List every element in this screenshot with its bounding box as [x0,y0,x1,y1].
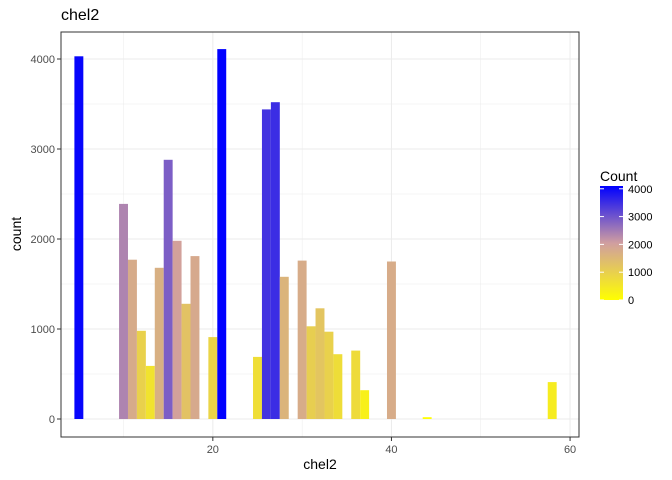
x-axis: 20 40 60 [207,437,576,456]
histogram-bar [145,365,155,419]
x-axis-tick-label: 20 [207,444,219,456]
plot-border [60,31,580,438]
y-axis-tick-label: 1000 [31,324,55,336]
y-axis-tick-label: 0 [49,414,55,426]
histogram-bar [119,203,128,419]
plot-panel [60,31,580,438]
chart-title: chel2 [61,7,99,24]
y-axis-label: count [8,217,24,251]
histogram-bar [208,337,218,419]
histogram-bar [297,260,307,419]
y-axis-tick-label: 2000 [31,234,55,246]
legend-tick-label: 2000 [628,239,652,251]
histogram-bar [324,331,334,419]
histogram-bar [217,49,227,419]
legend-tick-label: 3000 [628,212,652,224]
histogram-bar [172,240,182,419]
histogram-bar [190,256,200,419]
histogram-bar [333,354,343,419]
histogram-bar [351,350,361,419]
histogram-bar [136,330,146,419]
histogram-bar [181,303,191,419]
legend-tick-label: 4000 [628,184,652,196]
histogram-bar [360,390,370,419]
histogram-bar [422,417,432,419]
histogram-bar [261,109,271,420]
y-axis-tick-label: 4000 [31,54,55,66]
bars [74,49,557,420]
histogram-bar [74,56,84,420]
histogram-bar [315,308,325,419]
legend-colorbar [600,186,623,300]
histogram-bar [154,267,164,419]
histogram-bar [270,102,280,419]
y-axis-tick-label: 3000 [31,144,55,156]
x-axis-tick-label: 40 [385,444,397,456]
histogram-bar [279,276,289,419]
histogram-bar [386,261,396,419]
legend: Count 0 1000 2000 3000 4000 [600,168,652,307]
legend-title: Count [600,168,637,184]
legend-tick-label: 1000 [628,267,652,279]
legend-ticks: 0 1000 2000 3000 4000 [600,184,652,307]
histogram-bar [163,159,173,420]
histogram-bar [253,356,262,419]
x-axis-label: chel2 [303,456,337,472]
histogram-bar [127,259,137,419]
histogram-bar [306,326,316,419]
legend-tick-label: 0 [628,295,634,307]
histogram-bar [547,382,557,419]
y-axis: 0 1000 2000 3000 4000 [31,54,61,426]
x-axis-tick-label: 60 [564,444,576,456]
